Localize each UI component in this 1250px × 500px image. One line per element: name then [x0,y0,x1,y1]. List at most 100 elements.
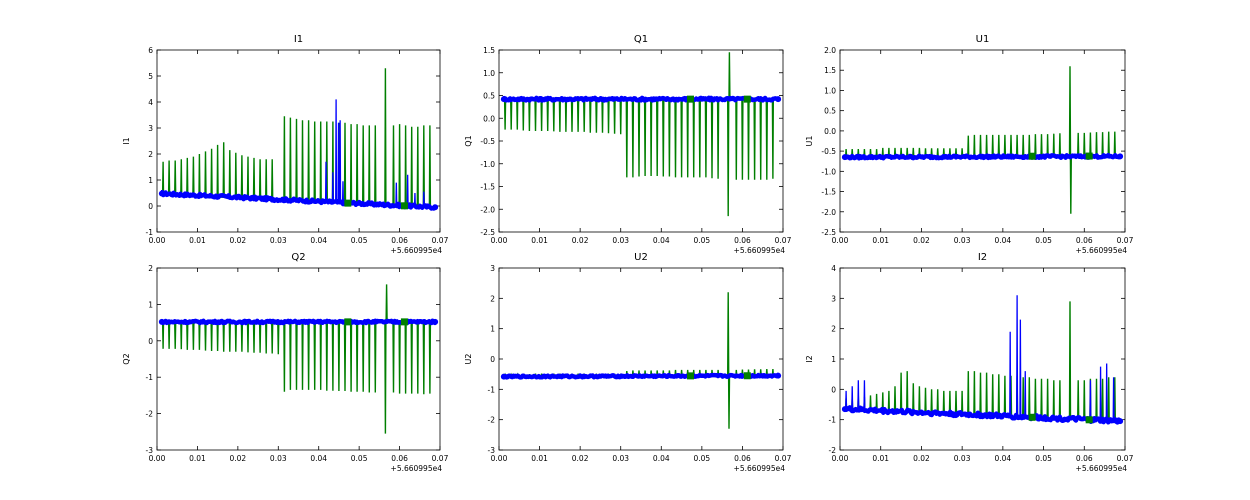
series-green-marker [1085,416,1093,424]
y-tick-label: 6 [148,46,153,55]
subplot-q2: 0.00 0.01 0.02 0.03 0.04 0.05 0.06 0.07 -3 -2 -1 0 1… [122,252,449,473]
x-offset-label: +5.660995e4 [1076,464,1128,473]
y-tick-label: 3 [831,294,836,303]
y-tick-label: 4 [148,98,153,107]
series-green-marker [743,372,751,380]
x-tick-label: 0.01 [531,236,548,245]
series-blue-spike [1112,377,1115,421]
x-tick-label: 0.00 [149,454,166,463]
x-tick-label: 0.07 [775,454,792,463]
x-tick-label: 0.06 [734,454,751,463]
series-blue-spike [339,120,342,203]
series-blue-spike [1024,371,1027,417]
x-tick-label: 0.05 [694,236,711,245]
x-tick-label: 0.03 [270,454,287,463]
x-offset-label: +5.660995e4 [734,246,786,255]
series-blue-spike [857,380,860,410]
x-tick-label: 0.06 [391,454,408,463]
x-tick-label: 0.06 [391,236,408,245]
x-tick-label: 0.03 [612,454,629,463]
series-blue-spike [1089,380,1092,420]
series-blue-endpoint [775,372,782,379]
series-blue-endpoint [432,318,439,325]
x-offset-label: +5.660995e4 [1076,246,1128,255]
series-blue-endpoint [1117,418,1124,425]
y-axis-label: I2 [805,355,814,362]
subplot-title: U1 [976,34,990,45]
series-blue-spike [335,99,338,203]
series-green-marker [686,372,694,380]
series-blue-spike [1016,295,1019,417]
y-tick-label: -2 [488,416,496,425]
x-tick-label: 0.07 [432,454,449,463]
series-blue-endpoint [158,318,165,325]
y-tick-label: 0.5 [824,107,836,116]
x-tick-label: 0.06 [1076,454,1093,463]
x-offset-label: +5.660995e4 [391,246,443,255]
y-tick-label: -0.5 [821,147,836,156]
y-tick-label: 2 [831,325,836,334]
series-blue-line [843,154,1122,160]
subplot-u2: 0.00 0.01 0.02 0.03 0.04 0.05 0.06 0.07 -3 -2 -1 0 1… [464,252,792,473]
series-green-marker [1028,413,1036,421]
series-blue-spike [422,191,425,207]
x-tick-label: 0.02 [230,236,247,245]
series-green-marker [686,95,694,103]
series-blue-spike [1105,363,1108,421]
series-blue-endpoint [841,154,848,161]
series-blue-spike [331,172,334,203]
series-blue-spike [851,386,854,410]
axes-frame [156,267,441,451]
series-green-line [503,52,779,217]
x-tick-label: 0.00 [491,236,508,245]
x-tick-label: 0.01 [872,454,889,463]
x-tick-label: 0.04 [995,454,1012,463]
y-tick-label: 2.0 [824,46,836,55]
series-blue-endpoint [500,373,507,380]
x-tick-label: 0.03 [954,454,971,463]
y-tick-label: 2 [490,294,495,303]
x-tick-label: 0.03 [270,236,287,245]
x-tick-label: 0.04 [995,236,1012,245]
y-tick-label: -1.5 [821,188,836,197]
y-tick-label: 0.0 [824,127,836,136]
y-tick-label: 1.5 [483,46,495,55]
y-tick-label: 2 [148,150,153,159]
subplot-title: U2 [634,252,648,263]
x-tick-label: 0.01 [531,454,548,463]
y-tick-label: 0.5 [483,92,495,101]
y-tick-label: -2.0 [480,205,495,214]
x-tick-label: 0.01 [189,454,206,463]
y-tick-label: 1 [831,355,836,364]
x-tick-label: 0.05 [351,236,368,245]
x-tick-label: 0.00 [149,236,166,245]
subplot-title: I1 [294,34,303,45]
x-tick-label: 0.02 [913,236,930,245]
subplot-i2: 0.00 0.01 0.02 0.03 0.04 0.05 0.06 0.07 -2 -1 0 1 2 3… [805,252,1134,473]
y-axis-label: U2 [464,354,473,365]
y-tick-label: -2 [829,446,837,455]
series-green-marker [1085,152,1093,160]
x-tick-label: 0.04 [310,454,327,463]
series-blue-endpoint [841,406,848,413]
y-tick-label: -2 [146,410,154,419]
x-tick-label: 0.05 [351,454,368,463]
y-tick-label: 1.5 [824,66,836,75]
series-blue-endpoint [1117,153,1124,160]
x-tick-label: 0.04 [310,236,327,245]
y-tick-label: -1.5 [480,183,495,192]
y-tick-label: -2.5 [480,228,495,237]
series-blue-spike [1009,331,1012,417]
series-green-line [844,66,1121,214]
x-tick-label: 0.03 [954,236,971,245]
subplot-title: I2 [978,252,987,263]
series-blue-line [843,406,1122,424]
y-tick-label: -3 [488,446,496,455]
y-tick-label: -3 [146,446,154,455]
x-tick-label: 0.07 [1117,236,1134,245]
plot-area [158,68,439,211]
subplot-u1: 0.00 0.01 0.02 0.03 0.04 0.05 0.06 0.07 -2.5 -2.0… [805,34,1134,255]
x-tick-label: 0.07 [432,236,449,245]
y-tick-label: 2 [148,264,153,273]
